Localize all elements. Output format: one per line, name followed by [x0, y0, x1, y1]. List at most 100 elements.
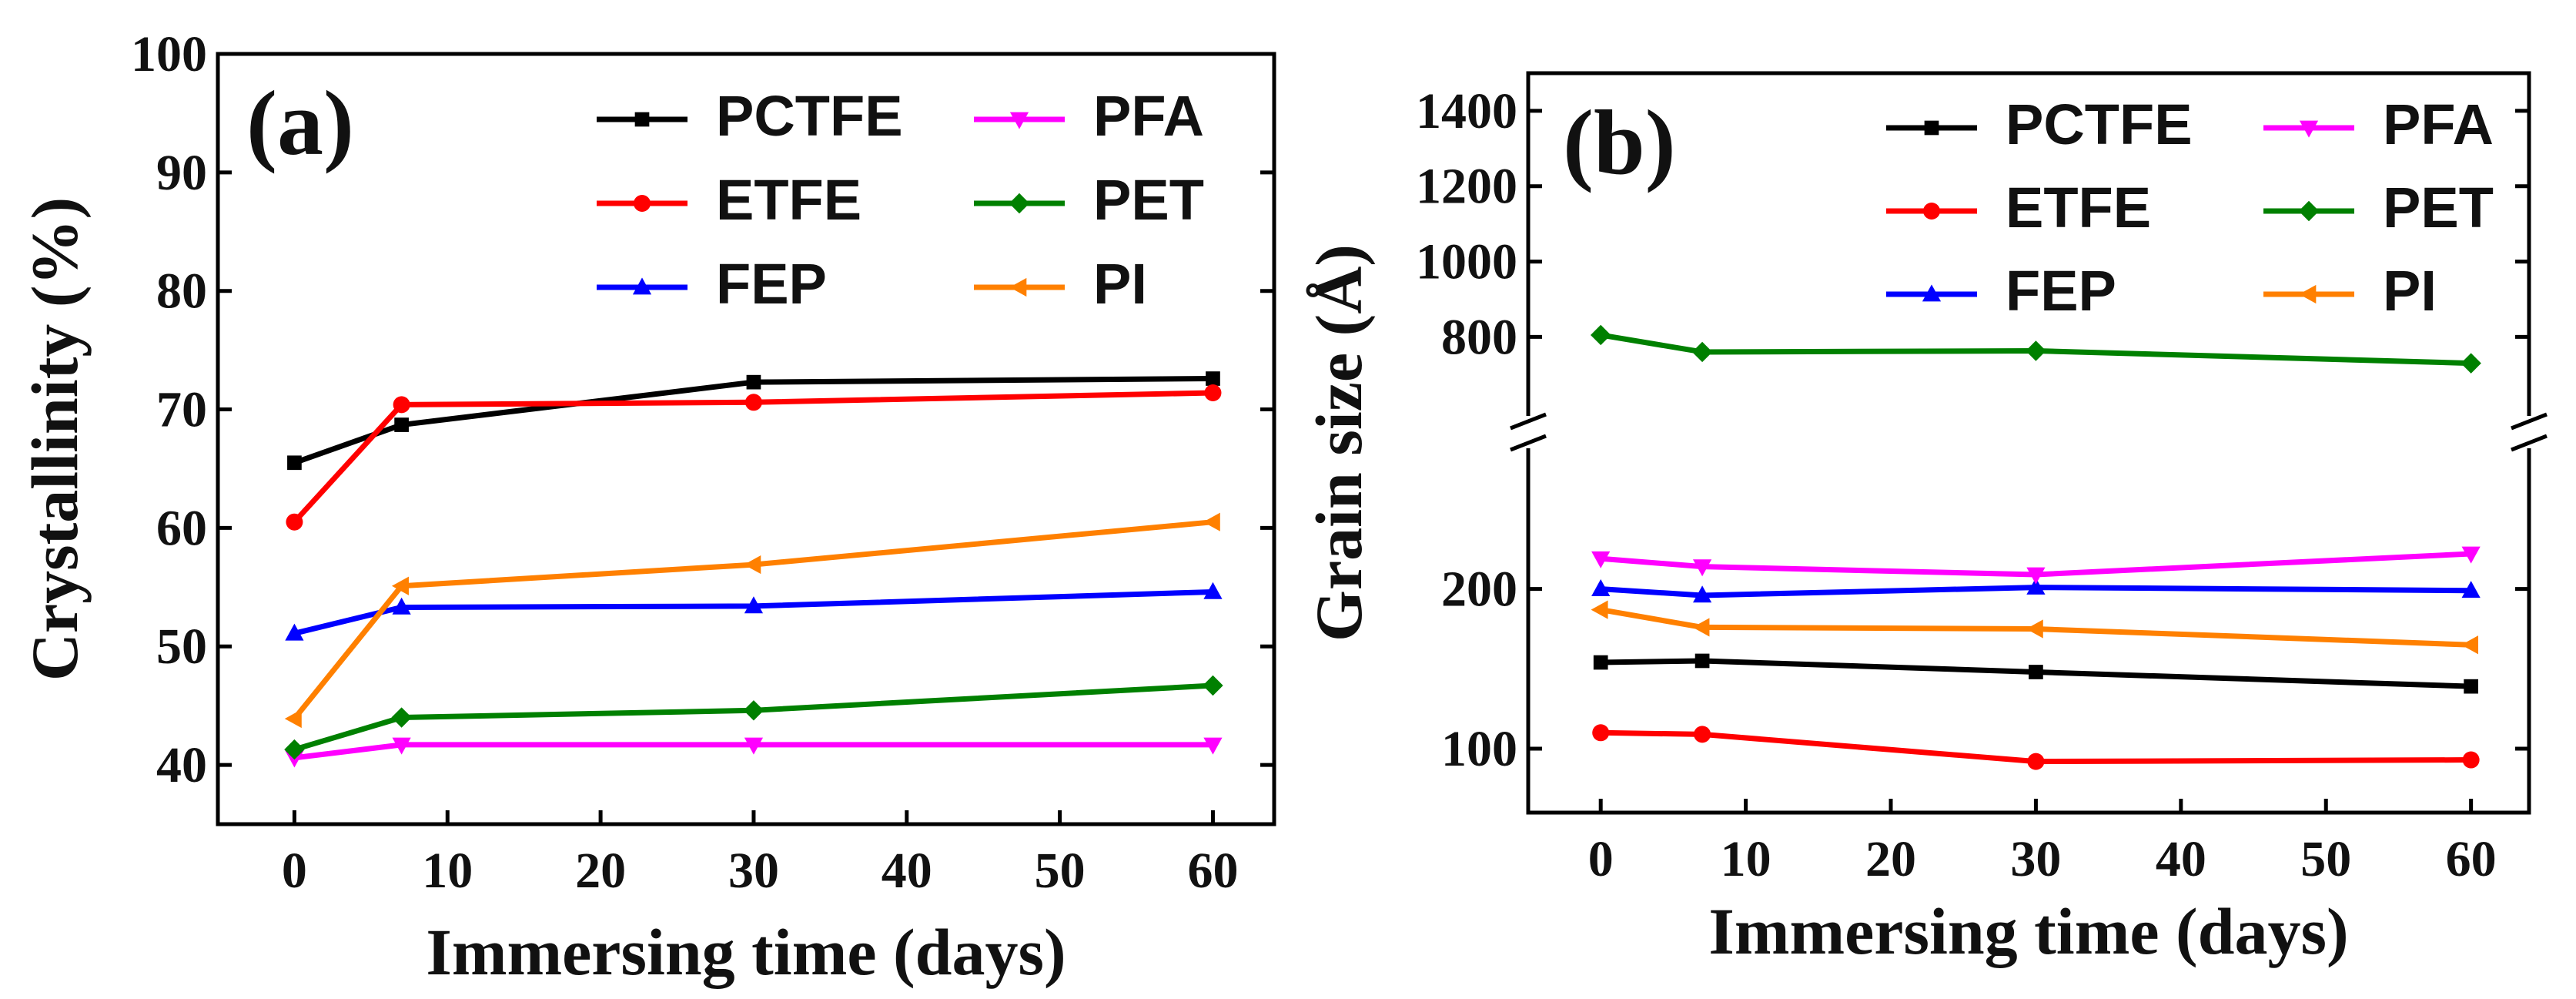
x-tick-label: 60 — [2446, 831, 2497, 887]
data-point-pctfe — [1593, 655, 1608, 670]
x-tick-label: 20 — [575, 843, 626, 899]
legend-marker-etfe — [634, 195, 651, 212]
legend-item-pctfe: PCTFE — [597, 84, 903, 148]
legend-label-fep: FEP — [2006, 259, 2116, 323]
panel-b-axis-ticks: 0 10 20 30 40 50 60 100 200 800 1000 1200 1400 — [1416, 83, 2529, 887]
data-point-pctfe — [1206, 371, 1220, 386]
legend-label-pfa: PFA — [2383, 92, 2494, 156]
legend-swatch-etfe — [597, 195, 687, 212]
legend-item-fep: FEP — [1886, 259, 2116, 323]
legend-marker-pfa — [2299, 120, 2319, 138]
y-tick-label: 90 — [156, 145, 207, 201]
legend-label-fep: FEP — [716, 252, 827, 316]
series-pi — [1591, 600, 2478, 655]
legend-marker-pet — [2298, 200, 2320, 222]
data-point-etfe — [1694, 726, 1711, 743]
panel-b-legend: PCTFE ETFE FEP PFA PET PI — [1886, 92, 2494, 323]
series-line-fep — [293, 588, 1213, 636]
legend-item-pi: PI — [974, 252, 1147, 316]
panel-b-axis-break — [1510, 412, 2548, 452]
legend-marker-pctfe — [1924, 120, 1939, 136]
data-point-pfa — [744, 737, 764, 755]
legend-item-pctfe: PCTFE — [1886, 92, 2193, 156]
legend-marker-fep — [1922, 284, 1942, 302]
x-tick-label: 40 — [882, 843, 932, 899]
series-pctfe — [1593, 653, 2478, 694]
legend-marker-pi — [2299, 284, 2317, 304]
data-point-fep — [1692, 585, 1712, 603]
data-point-pet — [284, 739, 305, 760]
series-pfa — [1591, 546, 2481, 585]
legend-marker-pet — [1009, 193, 1030, 214]
series-etfe — [286, 384, 1222, 531]
x-tick-label: 30 — [728, 843, 779, 899]
series-pet — [1591, 324, 2481, 374]
panel-a-series-group — [284, 371, 1223, 768]
data-point-etfe — [286, 513, 303, 531]
panel-a-chart: 0 10 20 30 40 50 60 40 50 60 70 80 90 100 (a) PCTFE E… — [18, 26, 1276, 989]
legend-swatch-pctfe — [597, 112, 687, 127]
panel-a-x-axis-title: Immersing time (days) — [426, 915, 1066, 989]
data-point-pctfe — [2464, 679, 2478, 694]
data-point-pet — [1691, 341, 1713, 363]
legend-swatch-pctfe — [1886, 120, 1977, 136]
legend-item-pet: PET — [974, 168, 1204, 232]
y-tick-label: 1200 — [1416, 159, 1517, 215]
data-point-etfe — [2027, 753, 2045, 770]
legend-swatch-fep — [597, 277, 687, 295]
data-point-fep — [2461, 581, 2481, 598]
data-point-pet — [1203, 675, 1223, 696]
panel-a-plot-frame — [216, 52, 1276, 826]
legend-swatch-pfa — [974, 112, 1065, 129]
axis-break-mark — [1510, 412, 1547, 431]
data-point-pctfe — [1694, 653, 1710, 669]
legend-label-etfe: ETFE — [716, 168, 861, 232]
x-tick-label: 20 — [1865, 831, 1916, 887]
x-tick-label: 50 — [1035, 843, 1086, 899]
data-point-fep — [285, 623, 304, 641]
y-tick-label: 100 — [1441, 721, 1517, 777]
legend-label-pet: PET — [1093, 168, 1204, 232]
axis-break-mark — [2511, 412, 2548, 431]
series-line-pctfe — [1601, 658, 2471, 689]
y-tick-label: 1400 — [1416, 83, 1517, 139]
legend-label-pi: PI — [1093, 252, 1147, 316]
data-point-fep — [1591, 579, 1611, 597]
series-line-etfe — [1601, 729, 2471, 765]
data-point-etfe — [744, 394, 762, 411]
legend-item-pet: PET — [2263, 176, 2494, 240]
axis-break-mark — [1510, 434, 1547, 452]
legend-label-pi: PI — [2383, 259, 2437, 323]
data-point-pfa — [1591, 551, 1611, 568]
data-point-etfe — [1204, 384, 1222, 401]
y-tick-label: 70 — [156, 382, 207, 438]
data-point-pfa — [392, 737, 411, 755]
panel-b-label: (b) — [1563, 91, 1676, 193]
panel-b-x-axis-title: Immersing time (days) — [1708, 894, 2348, 968]
panel-a-axis-ticks: 0 10 20 30 40 50 60 40 50 60 70 80 90 100 — [131, 26, 1274, 899]
y-tick-label: 60 — [156, 500, 207, 556]
legend-item-etfe: ETFE — [1886, 176, 2151, 240]
data-point-pi — [2026, 619, 2043, 639]
x-tick-label: 10 — [422, 843, 473, 899]
data-point-pi — [2461, 635, 2478, 655]
series-line-pi — [1600, 607, 2471, 648]
legend-swatch-pi — [974, 277, 1065, 297]
legend-label-pctfe: PCTFE — [716, 84, 903, 148]
data-point-pet — [2026, 340, 2046, 361]
x-tick-label: 10 — [1721, 831, 1771, 887]
panel-a-legend: PCTFE ETFE FEP PFA PET PI — [597, 84, 1204, 316]
series-fep — [285, 582, 1223, 641]
y-tick-label: 80 — [156, 263, 207, 320]
data-point-pfa — [2026, 567, 2046, 585]
legend-item-fep: FEP — [597, 252, 827, 316]
legend-swatch-pet — [2263, 200, 2354, 222]
y-tick-label: 200 — [1441, 562, 1517, 618]
data-point-pctfe — [2029, 665, 2043, 679]
panel-a-y-axis-title: Crystallinity (%) — [18, 197, 92, 681]
series-fep — [1591, 577, 2481, 603]
x-tick-label: 40 — [2156, 831, 2206, 887]
x-tick-label: 50 — [2300, 831, 2351, 887]
data-point-pi — [1692, 618, 1710, 637]
